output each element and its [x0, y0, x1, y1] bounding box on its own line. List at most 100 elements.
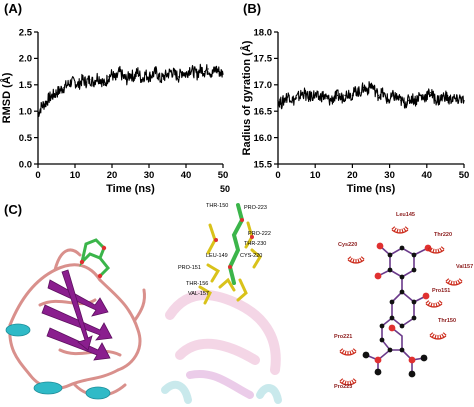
- chart-a: 0 10 20 30 40 50 0.0 0.5 1.0 1.5 2.0 2.5 Time (ns) RM…: [0, 27, 229, 195]
- data-point: [452, 97, 454, 99]
- data-point: [418, 94, 420, 96]
- interaction-residue-label: Thr220: [434, 232, 452, 238]
- data-point: [148, 76, 150, 78]
- ligand-oxygens: [79, 245, 107, 279]
- data-point: [218, 71, 220, 73]
- data-point: [303, 92, 305, 94]
- hydrophobic-spoke: [431, 333, 435, 338]
- hydrophobic-spoke: [393, 227, 397, 232]
- data-point: [359, 92, 361, 94]
- residue-label: THR-230: [244, 241, 266, 247]
- data-point: [100, 78, 102, 81]
- data-point: [396, 97, 398, 99]
- data-point: [37, 113, 39, 115]
- data-point: [292, 100, 294, 102]
- y-tick-label: 2.5: [19, 27, 33, 38]
- hydrophobic-arc: [445, 281, 463, 286]
- data-point: [318, 97, 320, 99]
- residue-label: PRO-223: [244, 205, 267, 211]
- hydrophobic-spoke: [341, 349, 345, 354]
- hydrophobic-spoke: [442, 332, 447, 336]
- hydrophobic-spoke: [403, 227, 407, 232]
- hydrophobic-spoke: [458, 278, 463, 282]
- hydrophobic-spoke: [440, 246, 445, 250]
- data-point: [366, 89, 368, 91]
- y-tick-label: 0.0: [19, 159, 32, 170]
- x-tick-label: 40: [422, 170, 433, 181]
- data-point: [377, 94, 380, 96]
- x-tick-label: 50: [218, 170, 229, 181]
- x-tick-label: 0: [275, 170, 280, 181]
- hydrophobic-arc: [425, 303, 443, 308]
- data-point: [166, 73, 169, 75]
- data-point: [41, 105, 43, 107]
- hydrophobic-spoke: [450, 280, 453, 285]
- data-point: [296, 97, 298, 99]
- hydrophobic-arc: [339, 381, 357, 386]
- interaction-residue-labels: Leu145 Thr220 Cys220 Val157 Pro151 Thr150 Pro2…: [334, 212, 473, 390]
- x-tick-label: 0: [35, 170, 40, 181]
- interaction-residue-label: Pro151: [432, 288, 450, 294]
- data-point: [415, 100, 417, 102]
- panel-label-a: (A): [4, 1, 23, 16]
- data-point: [159, 78, 161, 81]
- data-point: [437, 100, 439, 102]
- hydrophobic-spoke: [439, 247, 443, 252]
- data-point: [67, 84, 69, 86]
- data-point: [281, 102, 283, 104]
- data-point: [441, 97, 443, 99]
- hydrophobic-spoke: [455, 280, 458, 285]
- data-point: [207, 68, 209, 70]
- residue-labels: THR-150 PRO-223 PRO-222 THR-230 PRO-151 LEU-1…: [178, 203, 271, 297]
- hydrophobic-spoke: [352, 378, 357, 382]
- data-point: [89, 78, 91, 81]
- hydrophobic-spoke: [429, 332, 434, 336]
- stray-tick-label: 50: [220, 184, 231, 194]
- data-point: [333, 97, 335, 99]
- panel-label-c: (C): [4, 202, 23, 217]
- hydrophobic-spoke: [425, 300, 430, 304]
- data-point: [455, 100, 458, 102]
- residue-label: LEU-149: [206, 253, 228, 259]
- data-point: [325, 97, 327, 99]
- hydrophobic-spoke: [434, 334, 437, 339]
- y-tick-label: 0.5: [19, 133, 33, 144]
- hydrophobic-spoke: [439, 334, 442, 339]
- hydrophobic-arc: [347, 259, 365, 264]
- hydrophobic-spoke: [391, 226, 396, 230]
- interaction-residue-label: Pro221: [334, 334, 352, 340]
- data-point: [374, 89, 376, 91]
- data-point: [444, 94, 446, 96]
- y-tick-label: 17.5: [254, 54, 273, 65]
- data-point: [44, 102, 47, 104]
- hydrophobic-spoke: [427, 246, 432, 250]
- data-point: [174, 73, 176, 75]
- series-line: [37, 63, 224, 117]
- binding-site-view: THR-150 PRO-223 PRO-222 THR-230 PRO-151 LEU-1…: [161, 203, 282, 404]
- interaction-residue-label: Leu145: [396, 212, 415, 218]
- hydrophobic-spoke: [344, 350, 347, 355]
- data-point: [392, 94, 394, 96]
- hydrophobic-spoke: [339, 348, 344, 352]
- data-point: [163, 76, 165, 78]
- residue-label: VAL-157: [188, 291, 209, 297]
- data-point: [48, 97, 50, 99]
- pocket-oxygens: [214, 218, 254, 269]
- hydrophobic-arc: [429, 335, 447, 340]
- y-tick-label: 16.5: [254, 107, 273, 118]
- data-point: [215, 68, 217, 70]
- beta-sheets: [41, 269, 113, 361]
- residue-label: PRO-151: [178, 265, 201, 271]
- data-point: [314, 94, 316, 96]
- data-point: [185, 73, 187, 75]
- data-point: [433, 97, 435, 99]
- y-axis-title: RMSD (Å): [0, 72, 13, 123]
- data-point: [463, 100, 465, 102]
- y-tick-label: 16.0: [254, 133, 273, 144]
- data-point: [400, 100, 402, 102]
- hydrophobic-spoke: [357, 258, 360, 263]
- data-point: [385, 97, 387, 99]
- hydrophobic-spoke: [429, 247, 433, 252]
- x-axis-title: Time (ns): [106, 183, 155, 195]
- data-point: [59, 89, 61, 91]
